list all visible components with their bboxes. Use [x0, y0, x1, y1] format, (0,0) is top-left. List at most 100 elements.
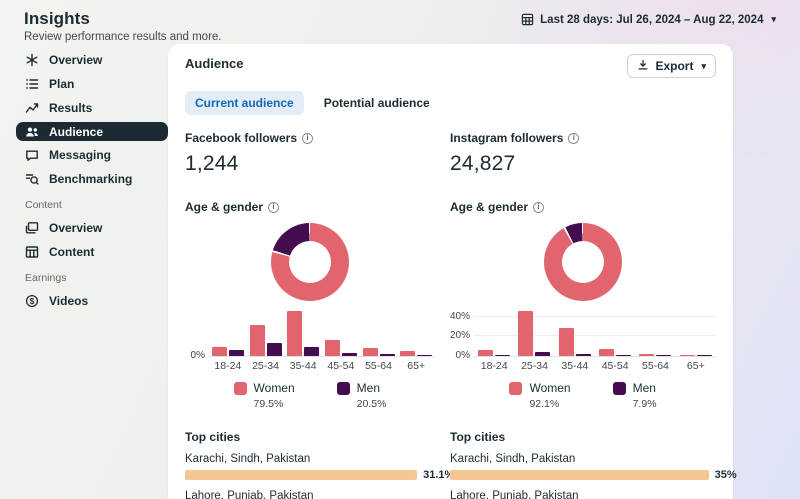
top-cities-title: Top cities — [185, 430, 240, 444]
legend-swatch — [234, 382, 247, 395]
results-icon — [24, 101, 39, 116]
overview-icon — [24, 53, 39, 68]
bar-women-25-34 — [250, 325, 265, 357]
ig_age_gender-group-35-44 — [555, 328, 595, 356]
sidebar-item-messaging[interactable]: Messaging — [16, 145, 168, 165]
content-overview-icon — [24, 221, 39, 236]
bar-women-35-44 — [287, 311, 302, 356]
sidebar-item-label: Content — [49, 245, 94, 259]
x-tick-label: 25-34 — [514, 360, 554, 372]
sidebar-item-content-overview[interactable]: Overview — [16, 218, 168, 238]
bar-women-45-54 — [325, 340, 340, 357]
content-icon — [24, 245, 39, 260]
legend-percent: 20.5% — [357, 398, 387, 410]
facebook-top-cities-chart: Karachi, Sindh, Pakistan31.1%Lahore, Pun… — [185, 453, 435, 499]
date-range-selector[interactable]: Last 28 days: Jul 26, 2024 – Aug 22, 202… — [521, 13, 776, 26]
fb_age_gender-group-25-34 — [247, 325, 285, 357]
legend-text: Women 79.5% — [254, 381, 295, 410]
content-area: Overview Plan Results Audience Messaging… — [0, 44, 800, 499]
date-range-label: Last 28 days: Jul 26, 2024 – Aug 22, 202… — [540, 14, 763, 26]
ig_age_gender-group-25-34 — [514, 311, 554, 356]
fb_age_gender-donut — [271, 223, 349, 301]
sidebar-item-content[interactable]: Content — [16, 242, 168, 262]
city-value: 35% — [715, 469, 737, 481]
instagram-followers-value: 24,827 — [450, 152, 716, 176]
bar-men-45-54 — [342, 353, 357, 356]
legend-swatch — [337, 382, 350, 395]
page-heading: Insights Review performance results and … — [24, 9, 222, 43]
export-button[interactable]: Export ▾ — [627, 54, 716, 78]
legend-name: Men — [357, 381, 387, 395]
facebook-followers-label: Facebook followers — [185, 131, 297, 145]
y-axis-tick: 0% — [183, 350, 205, 361]
city-label: Lahore, Punjab, Pakistan — [450, 490, 716, 499]
ig_age_gender-donut — [544, 223, 622, 301]
calendar-icon — [521, 13, 534, 26]
sidebar-item-label: Audience — [49, 125, 103, 139]
city-row: Lahore, Punjab, Pakistan17.1% — [185, 490, 435, 499]
legend-percent: 79.5% — [254, 398, 295, 410]
sidebar-item-videos[interactable]: $ Videos — [16, 291, 168, 311]
bar-women-55-64 — [639, 354, 654, 356]
sidebar-item-results[interactable]: Results — [16, 98, 168, 118]
instagram-age-gender-section: Age & gender i 0%20%40%18-2425-3435-4445… — [450, 200, 716, 410]
chevron-down-icon: ▾ — [771, 15, 776, 24]
export-label: Export — [655, 59, 693, 73]
bar-men-65+ — [697, 355, 712, 357]
sidebar-item-overview[interactable]: Overview — [16, 50, 168, 70]
age-gender-title: Age & gender — [450, 200, 528, 214]
sidebar-item-label: Messaging — [49, 148, 111, 162]
donut-hole — [562, 241, 604, 283]
audience-tabs: Current audience Potential audience — [185, 91, 716, 115]
sidebar-item-label: Videos — [49, 294, 88, 308]
plan-icon — [24, 77, 39, 92]
bar-women-18-24 — [478, 350, 493, 356]
followers-stats: Facebook followers i 1,244 Instagram fol… — [185, 131, 716, 176]
benchmarking-icon — [24, 172, 39, 187]
x-tick-label: 18-24 — [474, 360, 514, 372]
sidebar-section-content: Content — [25, 199, 168, 211]
bar-men-55-64 — [656, 355, 671, 357]
info-icon[interactable]: i — [268, 202, 279, 213]
city-bar — [185, 470, 417, 480]
bar-men-25-34 — [267, 343, 282, 357]
bar-women-65+ — [400, 351, 415, 356]
legend-name: Men — [633, 381, 657, 395]
sidebar-item-plan[interactable]: Plan — [16, 74, 168, 94]
download-icon — [637, 59, 649, 74]
chevron-down-icon: ▾ — [701, 62, 706, 71]
bar-men-65+ — [417, 355, 432, 357]
bar-men-18-24 — [495, 355, 510, 357]
tab-potential-audience[interactable]: Potential audience — [314, 91, 440, 115]
info-icon[interactable]: i — [302, 133, 313, 144]
x-axis-labels: 18-2425-3435-4445-5455-6465+ — [209, 360, 435, 372]
instagram-top-cities-chart: Karachi, Sindh, Pakistan35%Lahore, Punja… — [450, 453, 716, 499]
city-label: Karachi, Sindh, Pakistan — [185, 453, 435, 465]
page-header: Insights Review performance results and … — [0, 0, 800, 44]
info-icon[interactable]: i — [533, 202, 544, 213]
fb_age_gender-group-55-64 — [360, 348, 398, 356]
sidebar-item-label: Benchmarking — [49, 172, 132, 186]
legend-swatch — [613, 382, 626, 395]
sidebar-item-benchmarking[interactable]: Benchmarking — [16, 169, 168, 189]
tab-current-audience[interactable]: Current audience — [185, 91, 304, 115]
top-cities-sections: Top cities Karachi, Sindh, Pakistan31.1%… — [185, 430, 716, 499]
age-gender-title: Age & gender — [185, 200, 263, 214]
legend-name: Women — [254, 381, 295, 395]
bar-men-25-34 — [535, 352, 550, 356]
sidebar-item-label: Results — [49, 101, 92, 115]
bar-women-65+ — [680, 355, 695, 357]
sidebar-item-audience[interactable]: Audience — [16, 122, 168, 141]
fb_age_gender-group-45-54 — [322, 340, 360, 357]
ig_age_gender-group-18-24 — [474, 350, 514, 356]
x-tick-label: 25-34 — [247, 360, 285, 372]
legend-item-men: Men 20.5% — [337, 381, 387, 410]
legend-swatch — [509, 382, 522, 395]
fb_age_gender-plot: 0% — [209, 309, 435, 357]
info-icon[interactable]: i — [568, 133, 579, 144]
facebook-age-gender-chart: 0% 18-2425-3435-4445-5455-6465+ Women 79.5%… — [185, 223, 435, 410]
legend-text: Men 20.5% — [357, 381, 387, 410]
facebook-followers-stat: Facebook followers i 1,244 — [185, 131, 435, 176]
ig_age_gender-plot: 0%20%40% — [474, 309, 716, 357]
instagram-age-gender-chart: 0%20%40%18-2425-3435-4445-5455-6465+Wome… — [450, 223, 716, 410]
